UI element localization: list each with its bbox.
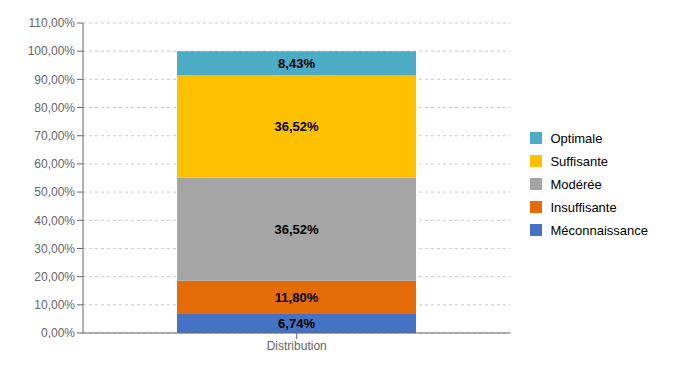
svg-text:90,00%: 90,00%: [34, 73, 75, 87]
html-text:Méconnaissance: Méconnaissance: [550, 222, 648, 238]
svg-text:36,52%: 36,52%: [274, 119, 319, 134]
svg-text:36,52%: 36,52%: [274, 222, 319, 237]
svg-text:11,80%: 11,80%: [275, 290, 319, 305]
svg-text:110,00%: 110,00%: [29, 16, 76, 30]
svg-text:20,00%: 20,00%: [34, 270, 75, 284]
svg-text:10,00%: 10,00%: [34, 298, 75, 312]
svg-text:80,00%: 80,00%: [34, 101, 75, 115]
html-text:Suffisante: Suffisante: [550, 153, 608, 169]
svg-text:Distribution: Distribution: [267, 339, 327, 353]
svg-text:40,00%: 40,00%: [34, 214, 75, 228]
svg-text:30,00%: 30,00%: [34, 242, 75, 256]
svg-text:50,00%: 50,00%: [34, 185, 75, 199]
svg-text:100,00%: 100,00%: [28, 44, 76, 58]
svg-text:70,00%: 70,00%: [34, 129, 75, 143]
svg-text:60,00%: 60,00%: [34, 157, 75, 171]
svg-text:6,74%: 6,74%: [278, 316, 315, 331]
html-text:Optimale: Optimale: [550, 130, 603, 146]
svg-text:8,43%: 8,43%: [278, 56, 315, 71]
html-text:Modérée: Modérée: [550, 176, 602, 192]
svg-text:0,00%: 0,00%: [41, 326, 75, 340]
html-text:Insuffisante: Insuffisante: [550, 199, 617, 215]
